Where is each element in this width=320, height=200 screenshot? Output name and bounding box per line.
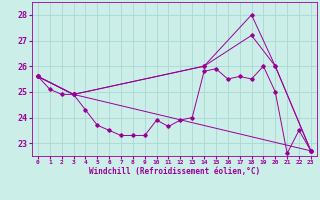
X-axis label: Windchill (Refroidissement éolien,°C): Windchill (Refroidissement éolien,°C) (89, 167, 260, 176)
